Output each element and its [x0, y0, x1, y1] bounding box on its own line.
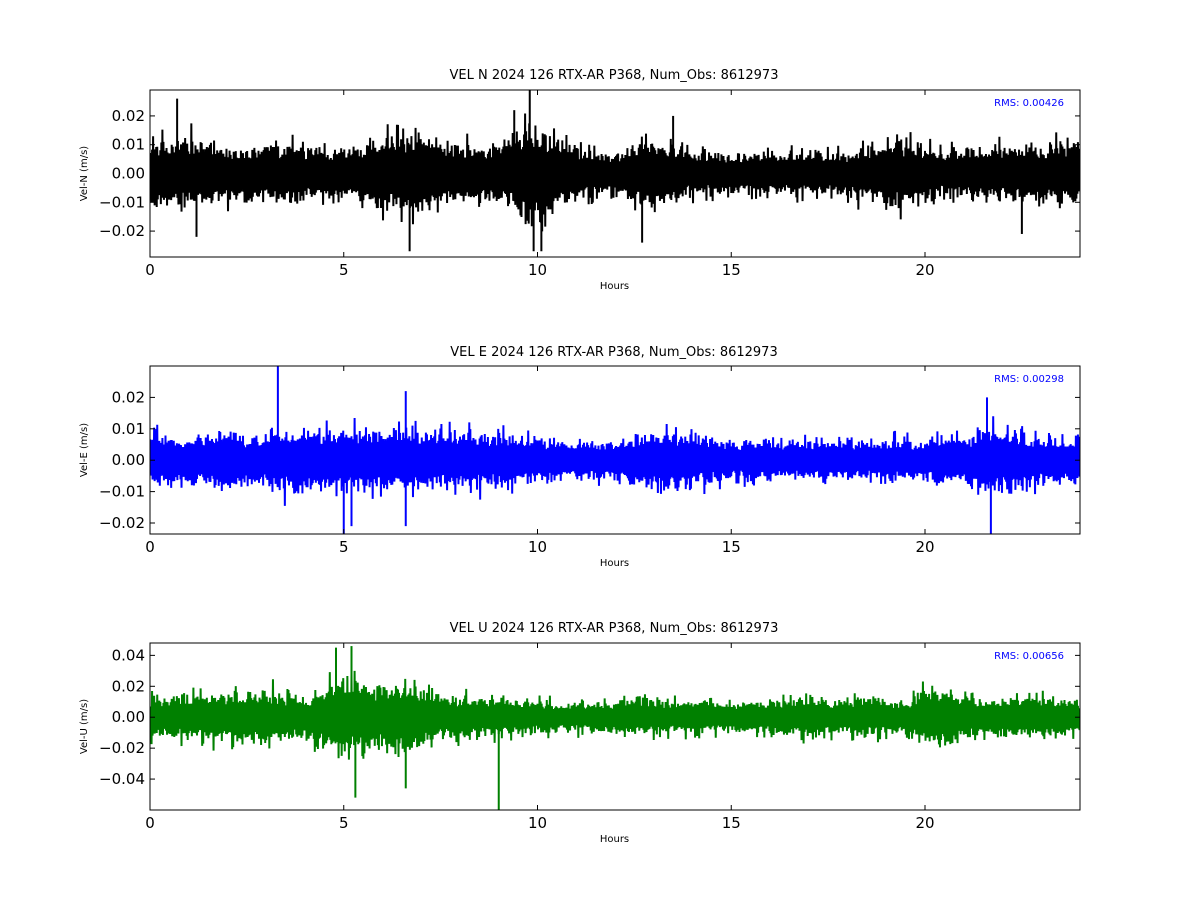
y-tick-label: −0.04 [99, 770, 145, 788]
y-tick-label: −0.02 [99, 514, 145, 532]
vel-n-y-ticks: −0.02 −0.01 0.00 0.01 0.02 [99, 107, 1080, 240]
vel-e-rms-annotation: RMS: 0.00298 [994, 374, 1064, 385]
vel-u-y-ticks: −0.04 −0.02 0.00 0.02 0.04 [99, 646, 1080, 788]
y-tick-label: 0.01 [112, 136, 145, 154]
vel-n-trace [150, 113, 1080, 232]
x-tick-label: 20 [915, 261, 934, 279]
y-tick-label: −0.01 [99, 193, 145, 211]
vel-e-trace [150, 416, 1080, 506]
x-tick-label: 10 [528, 261, 547, 279]
y-tick-label: 0.02 [112, 107, 145, 125]
y-tick-label: −0.02 [99, 222, 145, 240]
vel-u-axes-frame [149, 642, 1081, 811]
y-tick-label: 0.04 [112, 646, 145, 664]
vel-u-x-ticks: 0 5 10 15 20 [145, 643, 935, 832]
x-tick-label: 15 [722, 814, 741, 832]
x-tick-label: 5 [339, 814, 349, 832]
y-tick-label: −0.02 [99, 739, 145, 757]
vel-u-series [150, 646, 1080, 810]
vel-e-x-axis-label: Hours [600, 558, 629, 569]
vel-n-rms-annotation: RMS: 0.00426 [994, 98, 1064, 109]
vel-n-panel: VEL N 2024 126 RTX-AR P368, Num_Obs: 861… [79, 68, 1081, 292]
x-tick-label: 20 [915, 814, 934, 832]
vel-e-title: VEL E 2024 126 RTX-AR P368, Num_Obs: 861… [450, 345, 777, 360]
vel-n-title: VEL N 2024 126 RTX-AR P368, Num_Obs: 861… [450, 68, 779, 83]
vel-e-panel: VEL E 2024 126 RTX-AR P368, Num_Obs: 861… [79, 345, 1081, 569]
vel-e-axes-frame [149, 365, 1081, 535]
y-tick-label: 0.00 [112, 708, 145, 726]
y-tick-label: −0.01 [99, 483, 145, 501]
x-tick-label: 10 [528, 538, 547, 556]
y-tick-label: 0.00 [112, 451, 145, 469]
x-tick-label: 5 [339, 261, 349, 279]
y-tick-label: 0.02 [112, 677, 145, 695]
x-tick-label: 5 [339, 538, 349, 556]
vel-e-series [150, 366, 1080, 534]
vel-u-rms-annotation: RMS: 0.00656 [994, 651, 1064, 662]
y-tick-label: 0.00 [112, 165, 145, 183]
vel-u-trace [150, 670, 1080, 760]
vel-e-x-ticks: 0 5 10 15 20 [145, 366, 935, 556]
x-tick-label: 0 [145, 814, 155, 832]
vel-n-x-axis-label: Hours [600, 281, 629, 292]
vel-n-series [150, 90, 1080, 252]
vel-n-y-axis-label: Vel-N (m/s) [79, 146, 90, 201]
x-tick-label: 20 [915, 538, 934, 556]
vel-u-y-axis-label: Vel-U (m/s) [79, 699, 90, 754]
vel-e-y-ticks: −0.02 −0.01 0.00 0.01 0.02 [99, 388, 1080, 532]
x-tick-label: 15 [722, 538, 741, 556]
vel-n-x-ticks: 0 5 10 15 20 [145, 90, 935, 279]
x-tick-label: 0 [145, 261, 155, 279]
vel-u-panel: VEL U 2024 126 RTX-AR P368, Num_Obs: 861… [79, 621, 1081, 845]
x-tick-label: 0 [145, 538, 155, 556]
x-tick-label: 15 [722, 261, 741, 279]
y-tick-label: 0.01 [112, 420, 145, 438]
vel-u-title: VEL U 2024 126 RTX-AR P368, Num_Obs: 861… [450, 621, 779, 636]
vel-u-x-axis-label: Hours [600, 834, 629, 845]
x-tick-label: 10 [528, 814, 547, 832]
vel-e-y-axis-label: Vel-E (m/s) [79, 423, 90, 477]
y-tick-label: 0.02 [112, 388, 145, 406]
